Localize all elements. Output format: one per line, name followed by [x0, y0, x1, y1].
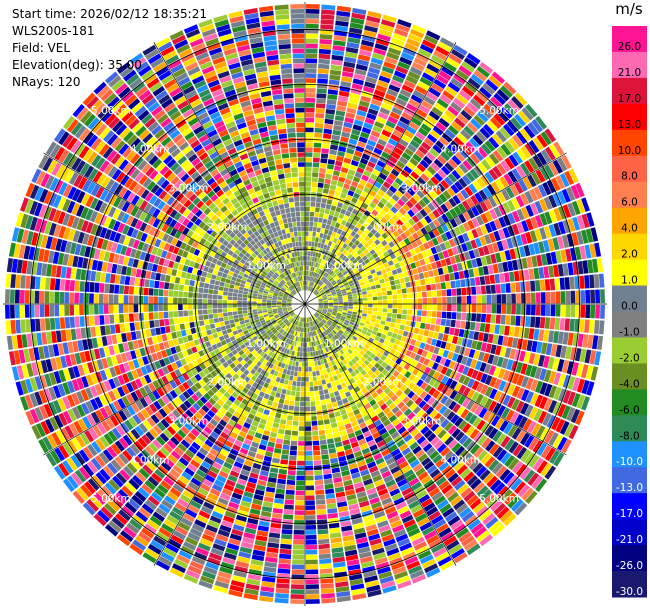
colorbar-tick-label: 8.0 — [621, 171, 638, 183]
nrays-label: NRays: 120 — [12, 75, 81, 89]
range-ring-label: 4.00km — [440, 454, 480, 466]
colorbar-tick-label: -6.0 — [619, 404, 640, 416]
range-ring-label: 4.00km — [130, 144, 170, 156]
colorbar-tick-label: -8.0 — [619, 430, 640, 442]
instrument-label: WLS200s-181 — [12, 24, 95, 38]
colorbar-cell — [612, 155, 647, 183]
colorbar-cell — [612, 441, 647, 468]
range-ring-label: 5.00km — [91, 105, 131, 117]
velocity-gates — [5, 15, 604, 603]
colorbar-tick-label: -30.0 — [616, 586, 643, 598]
ppi-scan-plot: 1.00km 2.00km 3.00km 4.00km 5.00km 1.00km 2.00… — [3, 2, 607, 606]
colorbar-cell — [612, 337, 647, 364]
range-ring-labels: 1.00km 2.00km 3.00km 4.00km 5.00km 1.00km 2.00… — [91, 105, 519, 505]
colorbar-tick-label: -26.0 — [616, 560, 643, 572]
azimuth-spoke — [153, 42, 306, 305]
azimuth-spoke — [304, 303, 457, 566]
elevation-label: Elevation(deg): 35.00 — [12, 58, 142, 72]
range-ring-label: 5.00km — [91, 493, 131, 505]
colorbar-cell — [612, 51, 647, 79]
range-ring-label: 5.00km — [479, 105, 519, 117]
colorbar-ticks: 26.0 21.0 17.0 13.0 10.0 8.0 6.0 4.0 2.0 1.0 0.0 -1… — [616, 41, 643, 598]
azimuth-spoke — [153, 303, 306, 566]
colorbar-tick-label: -13.0 — [616, 482, 643, 494]
colorbar-unit: m/s — [615, 0, 643, 18]
colorbar-cell — [612, 181, 647, 209]
field-label: Field: VEL — [12, 41, 71, 55]
colorbar-cell — [612, 519, 647, 546]
colorbar-tick-label: 13.0 — [618, 119, 641, 131]
colorbar-tick-label: -17.0 — [616, 508, 643, 520]
range-ring-label: 3.00km — [169, 416, 209, 428]
range-ring-label: 1.00km — [324, 338, 364, 350]
colorbar-cell — [612, 129, 647, 157]
colorbar-cell — [612, 259, 647, 287]
range-ring-label: 1.00km — [324, 260, 364, 272]
colorbar-cell — [612, 467, 647, 494]
velocity-gates — [30, 10, 602, 604]
colorbar-tick-label: 17.0 — [618, 93, 641, 105]
colorbar-tick-label: 10.0 — [618, 145, 641, 157]
colorbar-tick-label: -10.0 — [616, 456, 643, 468]
colorbar-tick-label: 21.0 — [618, 67, 641, 79]
velocity-gates — [24, 15, 597, 604]
range-ring-label: 1.00km — [246, 260, 286, 272]
colorbar-tick-label: 0.0 — [621, 301, 638, 313]
range-ring-label: 3.00km — [402, 183, 442, 195]
range-ring-label: 4.00km — [440, 144, 480, 156]
range-ring-label: 2.00km — [363, 377, 403, 389]
colorbar-cells — [612, 26, 647, 598]
velocity-sectors — [5, 4, 605, 604]
velocity-gates — [20, 4, 599, 596]
colorbar-cell — [612, 77, 647, 105]
azimuth-spoke — [304, 152, 567, 305]
colorbar-cell — [612, 545, 647, 572]
range-ring-label: 4.00km — [130, 454, 170, 466]
colorbar-cell — [612, 207, 647, 235]
azimuth-spoke — [304, 42, 457, 305]
velocity-gates — [10, 4, 585, 601]
colorbar-cell — [612, 571, 647, 598]
range-ring-label: 2.00km — [207, 221, 247, 233]
colorbar-cell — [612, 415, 647, 442]
velocity-gates — [15, 10, 597, 603]
colorbar-tick-label: 1.0 — [621, 275, 638, 287]
start-time-label: Start time: 2026/02/12 18:35:21 — [12, 7, 207, 21]
colorbar-tick-label: -4.0 — [619, 378, 640, 390]
colorbar-cell — [612, 103, 647, 131]
azimuth-spoke — [304, 303, 567, 456]
colorbar-cell — [612, 493, 647, 520]
colorbar-cell — [612, 363, 647, 390]
colorbar-tick-label: 2.0 — [621, 249, 638, 261]
range-ring-label: 1.00km — [246, 338, 286, 350]
colorbar-tick-label: 26.0 — [618, 41, 641, 53]
colorbar-tick-label: 4.0 — [621, 223, 638, 235]
colorbar-tick-label: -2.0 — [619, 352, 640, 364]
colorbar-cell — [612, 285, 647, 312]
range-ring-label: 2.00km — [207, 377, 247, 389]
colorbar-cell — [612, 26, 647, 53]
range-ring-label: 3.00km — [402, 416, 442, 428]
colorbar-cell — [612, 233, 647, 261]
velocity-colorbar: m/s 26.0 21.0 17.0 13.0 10.0 8.0 6.0 4.0 2.0 1.0 0… — [612, 0, 647, 598]
azimuth-spoke — [43, 303, 306, 456]
velocity-gates — [6, 22, 596, 598]
velocity-gates — [16, 38, 586, 593]
velocity-gates — [8, 17, 599, 576]
range-ring-label: 2.00km — [363, 221, 403, 233]
colorbar-tick-label: -1.0 — [619, 326, 640, 338]
colorbar-cell — [612, 311, 647, 338]
azimuth-spoke — [43, 152, 306, 305]
colorbar-tick-label: 6.0 — [621, 197, 638, 209]
range-ring-label: 3.00km — [169, 183, 209, 195]
range-ring-label: 5.00km — [479, 493, 519, 505]
colorbar-tick-label: -21.0 — [616, 534, 643, 546]
azimuth-spokes — [3, 2, 607, 606]
scan-info: Start time: 2026/02/12 18:35:21 WLS200s-… — [12, 6, 207, 91]
colorbar-cell — [612, 389, 647, 416]
velocity-gates — [15, 7, 605, 598]
